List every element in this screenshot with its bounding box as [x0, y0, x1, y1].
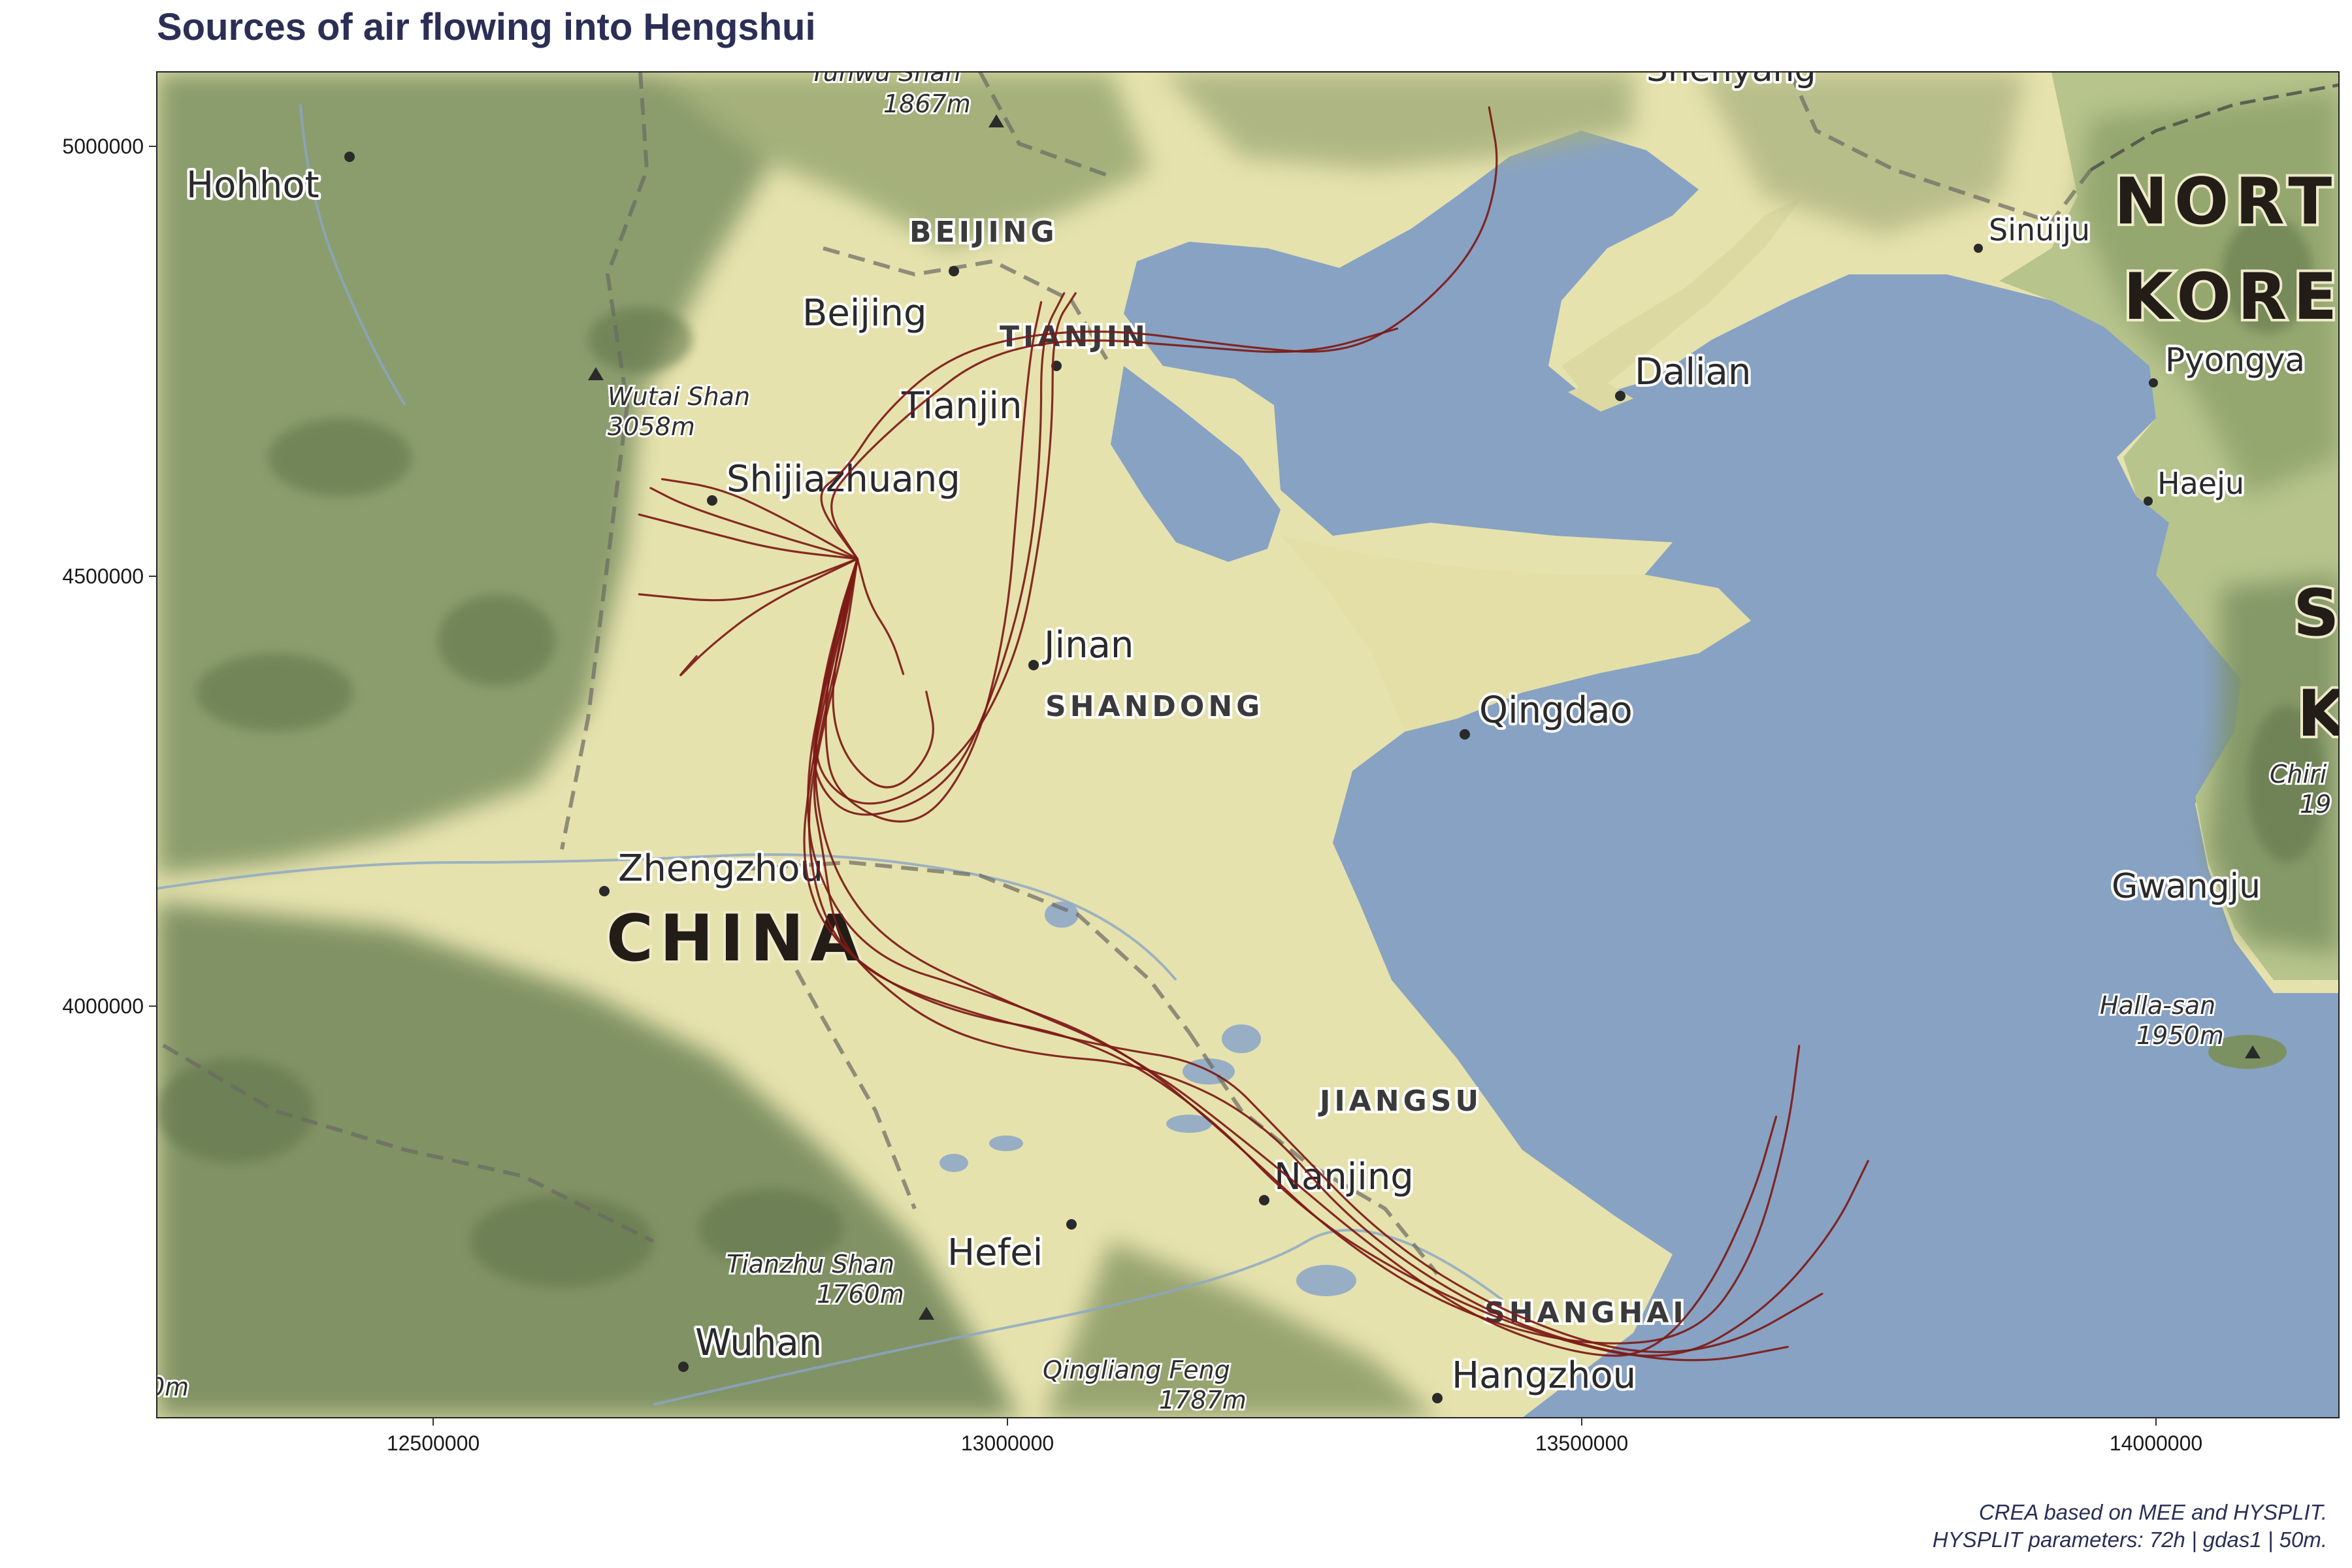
city-dot — [2144, 497, 2153, 506]
city-dot — [1615, 391, 1625, 401]
terrain-shading — [157, 72, 2339, 1418]
city-dot — [949, 266, 959, 276]
province-label-beijing: BEIJING — [909, 216, 1058, 249]
city-dot — [1974, 244, 1983, 253]
city-label-nanjing: Nanjing — [1274, 1156, 1414, 1198]
trajectory-line-5 — [830, 327, 1399, 560]
city-label-jinan: Jinan — [1042, 624, 1134, 666]
trajectory-line-9 — [638, 557, 858, 602]
city-dot — [344, 152, 355, 162]
country-label-korea: KORE — [2123, 260, 2344, 335]
country-label-south-s: S — [2293, 576, 2346, 651]
peak-label-name: Halla-san — [2100, 991, 2215, 1020]
city-dot — [1432, 1393, 1443, 1403]
city-label-gwangju: Gwangju — [2112, 867, 2261, 906]
peak-label-elev: 1950m — [2136, 1021, 2224, 1050]
terrain-detail — [157, 216, 2326, 1287]
trajectory-line-7 — [649, 487, 858, 560]
trajectory-line-10 — [679, 557, 858, 676]
caption-source: CREA based on MEE and HYSPLIT. — [1978, 1500, 2327, 1524]
x-tick-label: 14000000 — [2110, 1431, 2202, 1455]
peak-label-name: Wutai Shan — [608, 382, 750, 411]
dalian-tip — [1568, 379, 1633, 412]
trajectory-line-8 — [661, 478, 858, 560]
city-label-wuhan: Wuhan — [695, 1322, 822, 1364]
y-tick-label: 5000000 — [62, 135, 144, 158]
bohai-gulf — [1111, 366, 1281, 562]
city-label-shenyang: Shenyang — [1646, 50, 1816, 90]
city-label-chiri: Chiri — [2270, 760, 2327, 789]
trajectory-line-15 — [814, 557, 1778, 1357]
trajectory-line-11 — [813, 557, 1789, 1362]
rivers — [157, 104, 1504, 1406]
map-labels: Hohhot Beijing Tianjin Shijiazhuang Jina… — [149, 50, 2352, 1416]
city-label-pyongyang: Pyongya — [2165, 341, 2305, 379]
city-label-beijing: Beijing — [802, 292, 927, 335]
peak-label-name: Tianzhu Shan — [727, 1250, 894, 1279]
city-dot — [2149, 378, 2158, 387]
peak-marker — [919, 1307, 934, 1320]
country-label-china: CHINA — [606, 902, 866, 976]
peak-label-elev: 1867m — [883, 90, 971, 118]
trajectory-line-12 — [808, 557, 1823, 1354]
peak-marker — [988, 114, 1004, 127]
jeju-island — [2208, 1035, 2287, 1069]
city-dot — [1066, 1219, 1077, 1230]
peak-label-name: Yunwu Shan — [810, 58, 961, 87]
city-label-qingdao: Qingdao — [1479, 689, 1633, 732]
x-tick-label: 12500000 — [387, 1431, 480, 1455]
peak-label-name: Qingliang Feng — [1043, 1356, 1230, 1384]
city-label-haeju: Haeju — [2157, 466, 2244, 501]
city-label-hohhot: Hohhot — [186, 164, 319, 206]
province-label-jiangsu: JIANGSU — [1318, 1085, 1482, 1118]
x-axis: 12500000 13000000 13500000 14000000 — [387, 1418, 2202, 1455]
city-label-dalian: Dalian — [1635, 351, 1751, 393]
trajectory-line-17 — [856, 557, 905, 676]
sea-area — [1124, 131, 2339, 1418]
peak-label-elev: 1760m — [817, 1280, 904, 1309]
city-label-hangzhou: Hangzhou — [1452, 1354, 1636, 1397]
trajectory-line-4 — [820, 106, 1498, 560]
country-label-north: NORT — [2114, 165, 2338, 239]
chart-title: Sources of air flowing into Hengshui — [157, 6, 816, 48]
korea-border — [2089, 83, 2339, 172]
city-dot — [707, 495, 717, 506]
basemap — [157, 72, 2339, 1418]
liaodong-peninsula — [1561, 196, 1803, 399]
plot-panel-border — [156, 71, 2340, 1418]
province-label-shandong: SHANDONG — [1045, 690, 1264, 723]
city-label-hefei: Hefei — [947, 1232, 1043, 1274]
city-dot — [599, 886, 610, 896]
x-tick-label: 13000000 — [961, 1431, 1054, 1455]
shandong-peninsula — [1281, 536, 1751, 732]
y-tick-label: 4000000 — [62, 994, 144, 1018]
y-tick-label: 4500000 — [62, 564, 144, 588]
trajectory-line-16 — [832, 557, 934, 789]
city-dot — [678, 1362, 689, 1372]
city-dot — [1460, 729, 1470, 740]
peak-label-elev: 0m — [149, 1373, 189, 1401]
trajectory-line-1 — [815, 292, 1077, 805]
city-dot — [1028, 660, 1039, 670]
peak-label-elev: 1787m — [1159, 1386, 1247, 1414]
peak-label-elev: 19 — [2300, 790, 2331, 819]
admin-boundaries — [162, 72, 2093, 1275]
city-label-sinuiju: Sinŭiju — [1989, 212, 2090, 248]
peak-label-elev: 3058m — [608, 412, 695, 441]
x-tick-label: 13500000 — [1535, 1431, 1628, 1455]
trajectory-layer — [638, 106, 1869, 1362]
city-dot — [1259, 1195, 1269, 1205]
trajectory-line-6 — [638, 514, 858, 560]
country-label-south-k: K — [2297, 677, 2352, 751]
y-axis: 5000000 4500000 4000000 — [62, 135, 157, 1018]
peak-marker — [588, 367, 604, 380]
peak-marker — [2245, 1045, 2261, 1058]
city-label-zhengzhou: Zhengzhou — [618, 847, 823, 890]
trajectory-line-14 — [807, 557, 1801, 1345]
caption-parameters: HYSPLIT parameters: 72h | gdas1 | 50m. — [1932, 1527, 2327, 1552]
